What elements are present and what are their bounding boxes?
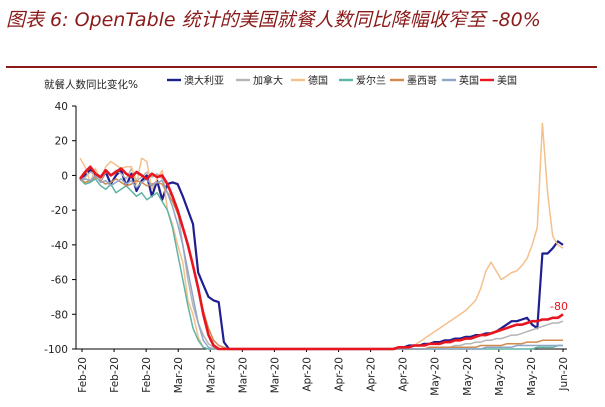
x-tick-label: Mar-20: [237, 357, 249, 393]
legend-label: 美国: [497, 74, 517, 87]
x-tick-label: Mar-20: [269, 357, 281, 393]
series-line: [79, 169, 564, 351]
legend-label: 加拿大: [253, 74, 283, 87]
x-tick-label: Mar-20: [173, 357, 185, 393]
y-tick-label: -100: [44, 344, 68, 356]
y-tick-label: 0: [61, 170, 68, 182]
series-lines: [78, 122, 564, 351]
x-tick-label: Mar-20: [205, 357, 217, 393]
legend-label: 澳大利亚: [184, 74, 224, 87]
legend-label: 爱尔兰: [356, 74, 386, 87]
x-tick-label: May-20: [462, 357, 474, 396]
axes: -100 -80 -60 -40 -20 0 20 40 Feb-20 Feb-20 Feb-20 M…: [44, 101, 570, 396]
x-tick-label: May-20: [430, 357, 442, 396]
series-line: [79, 122, 564, 350]
series-line: [78, 165, 564, 351]
chart-title: 图表 6: OpenTable 统计的美国就餐人数同比降幅收窄至 -80%: [6, 9, 541, 31]
x-tick-label: May-20: [526, 357, 538, 396]
legend: 澳大利亚 加拿大 德国 爱尔兰 墨西哥 英国 美国: [167, 74, 517, 87]
x-tick-label: Apr-20: [398, 357, 410, 392]
y-tick-label: 20: [55, 136, 68, 148]
annotation-label: -80: [550, 300, 568, 313]
x-tick-label: May-20: [494, 357, 506, 396]
y-tick-label: 40: [55, 101, 68, 113]
y-tick-label: -80: [51, 309, 68, 321]
x-tick-label: Apr-20: [334, 357, 346, 392]
x-tick-label: Feb-20: [141, 357, 153, 393]
title-rule: [6, 66, 597, 68]
y-tick-label: -40: [51, 240, 68, 252]
legend-label: 墨西哥: [407, 75, 437, 87]
legend-label: 德国: [308, 74, 328, 87]
x-tick-label: Feb-20: [77, 357, 89, 393]
y-tick-label: -60: [51, 275, 68, 287]
legend-label: 英国: [459, 74, 479, 87]
x-tick-label: Jun-20: [558, 357, 570, 392]
x-tick-label: Apr-20: [366, 357, 378, 392]
y-tick-label: -20: [51, 205, 68, 217]
x-tick-label: Apr-20: [301, 357, 313, 392]
y-axis-title: 就餐人数同比变化%: [44, 78, 138, 91]
x-tick-label: Feb-20: [109, 357, 121, 393]
